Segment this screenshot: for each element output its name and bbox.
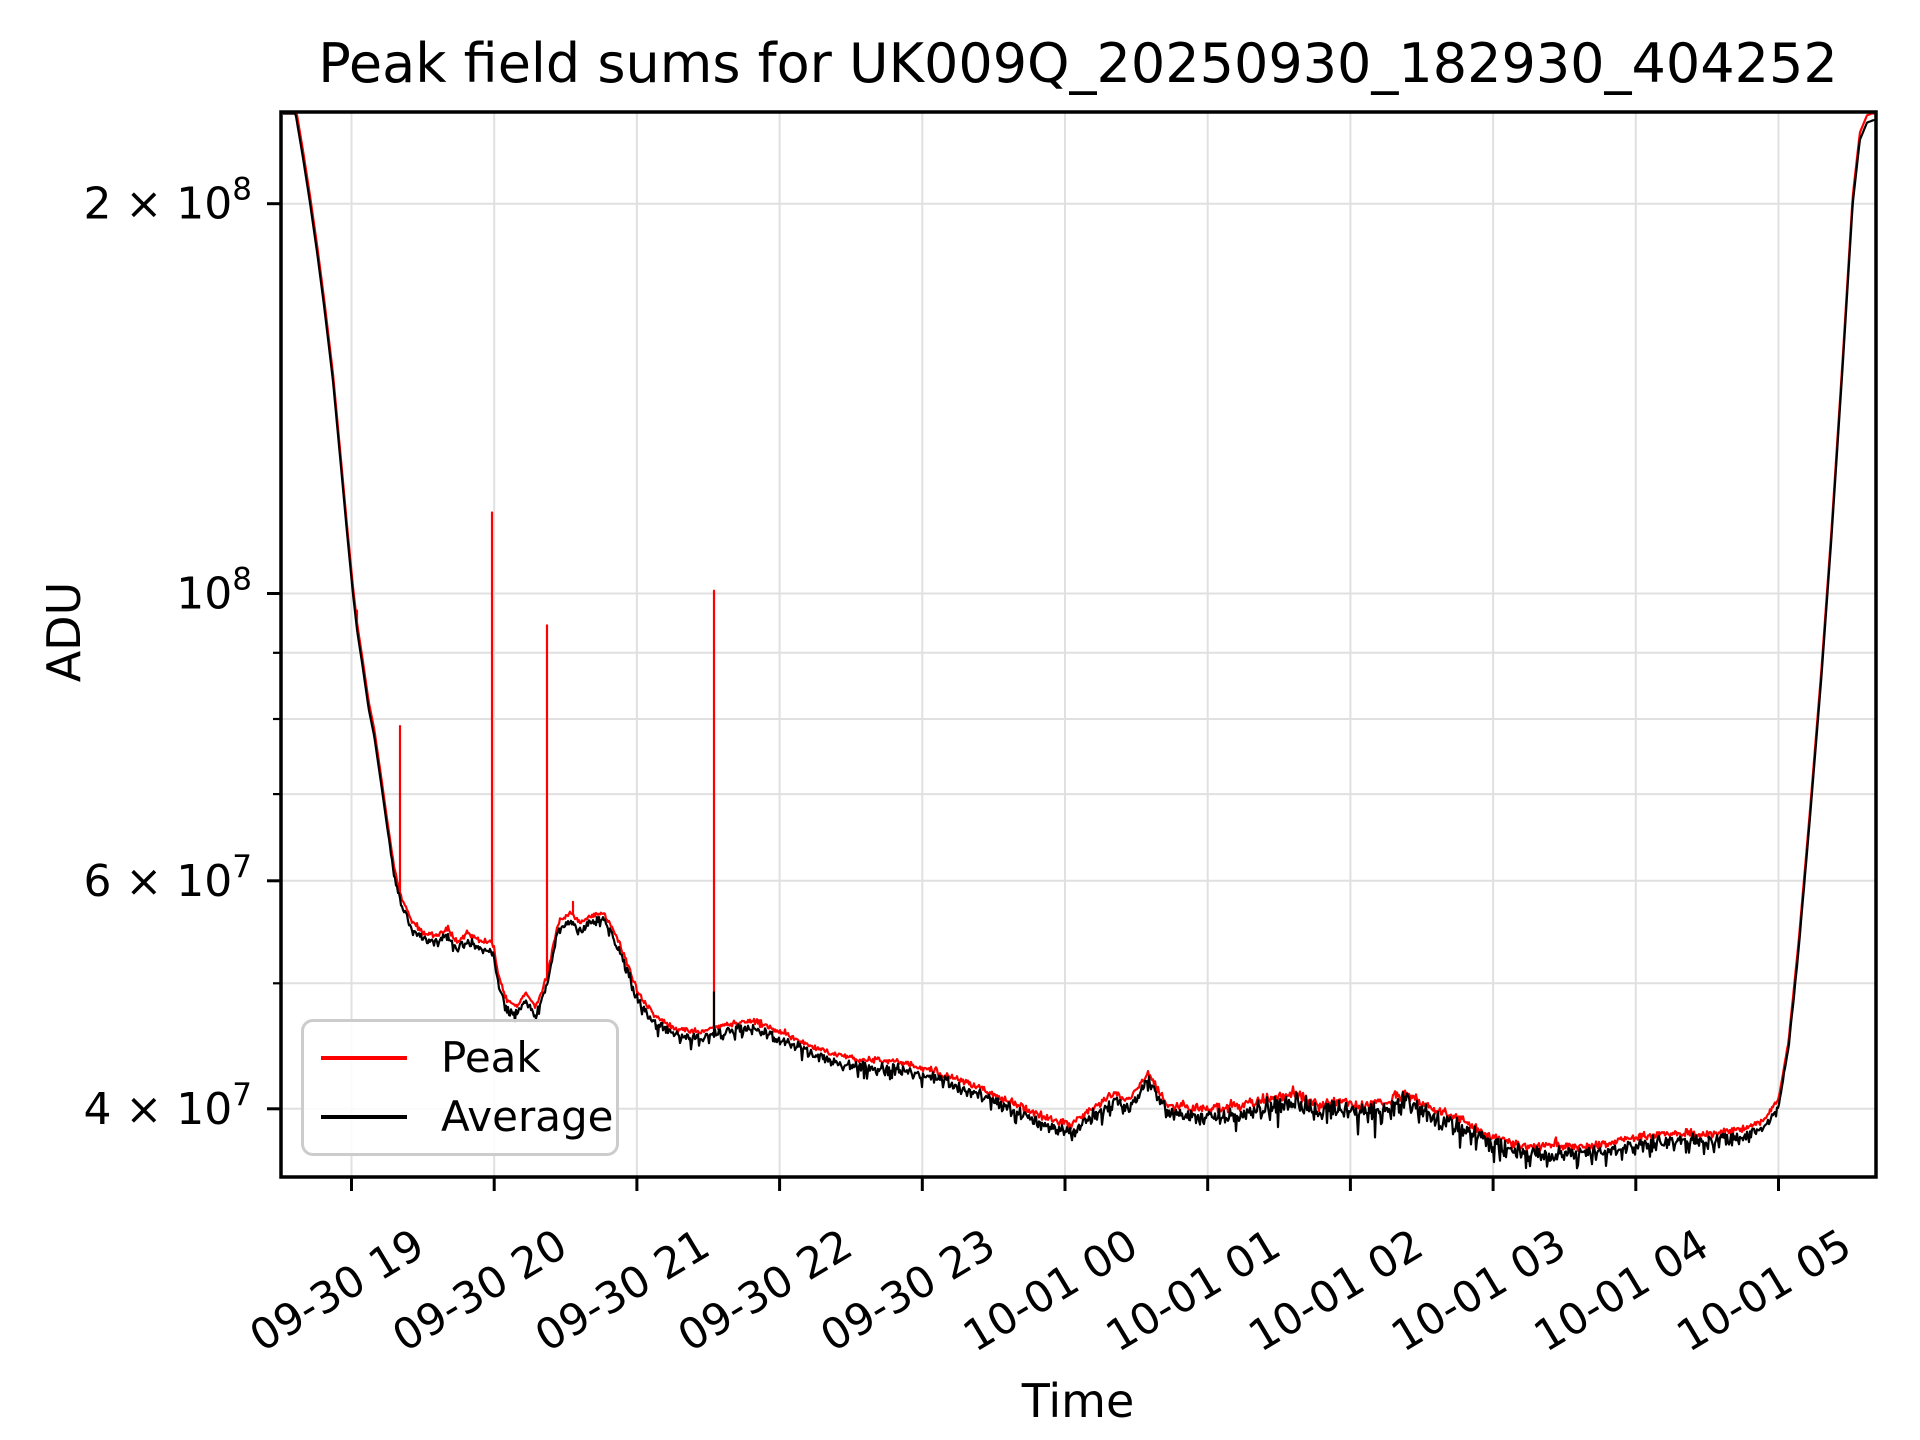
peak-line-sample [321,1055,407,1060]
y-tick-label: 6 × 107 [83,849,252,907]
y-tick-label: 108 [176,562,252,620]
average-series-line [282,112,1876,1170]
legend: Peak Average [301,1019,619,1156]
axes-frame [279,110,1878,1179]
legend-label-average: Average [441,1092,614,1142]
y-tick-label: 4 × 107 [83,1077,252,1135]
legend-item-average: Average [321,1096,616,1138]
x-axis-label: Time [1021,1374,1135,1428]
y-tick-label: 2 × 108 [83,172,252,230]
legend-label-peak: Peak [441,1032,541,1082]
y-axis-label: ADU [37,581,91,683]
legend-item-peak: Peak [321,1032,616,1082]
tick-marks [267,202,1780,1191]
average-line-sample [321,1115,407,1120]
chart-title: Peak field sums for UK009Q_20250930_1829… [318,32,1838,95]
peak-series-line [282,112,1876,1152]
gridlines [281,112,1876,1177]
